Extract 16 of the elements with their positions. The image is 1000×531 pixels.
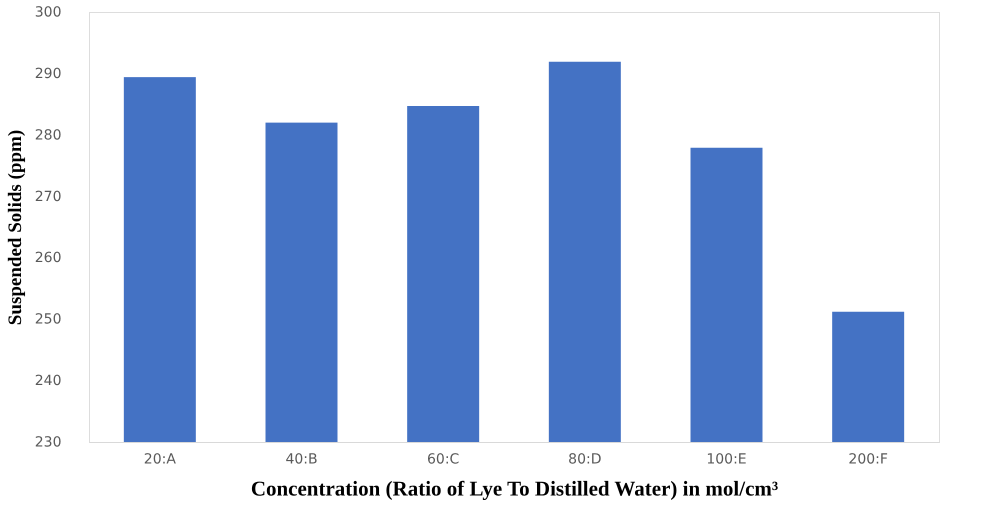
y-tick-label: 260	[34, 250, 62, 266]
y-tick-label: 290	[34, 66, 62, 82]
y-tick-label: 280	[34, 127, 62, 144]
x-tick-label: 20:A	[144, 452, 176, 468]
y-tick-label: 250	[34, 312, 62, 328]
x-tick-label: 200:F	[848, 452, 888, 468]
x-tick-label: 100:E	[706, 452, 747, 468]
x-tick-label: 60:C	[427, 452, 460, 468]
x-tick-label: 80:D	[568, 452, 602, 468]
x-axis-title: Concentration (Ratio of Lye To Distilled Water) in mol/cm³	[250, 476, 778, 500]
y-tick-label: 240	[34, 373, 62, 390]
y-tick-label: 300	[34, 4, 62, 20]
y-tick-label: 270	[34, 188, 62, 205]
y-tick-label: 230	[34, 434, 62, 450]
x-tick-label: 40:B	[285, 452, 318, 468]
y-axis-title: Suspended Solids (ppm)	[4, 130, 26, 326]
